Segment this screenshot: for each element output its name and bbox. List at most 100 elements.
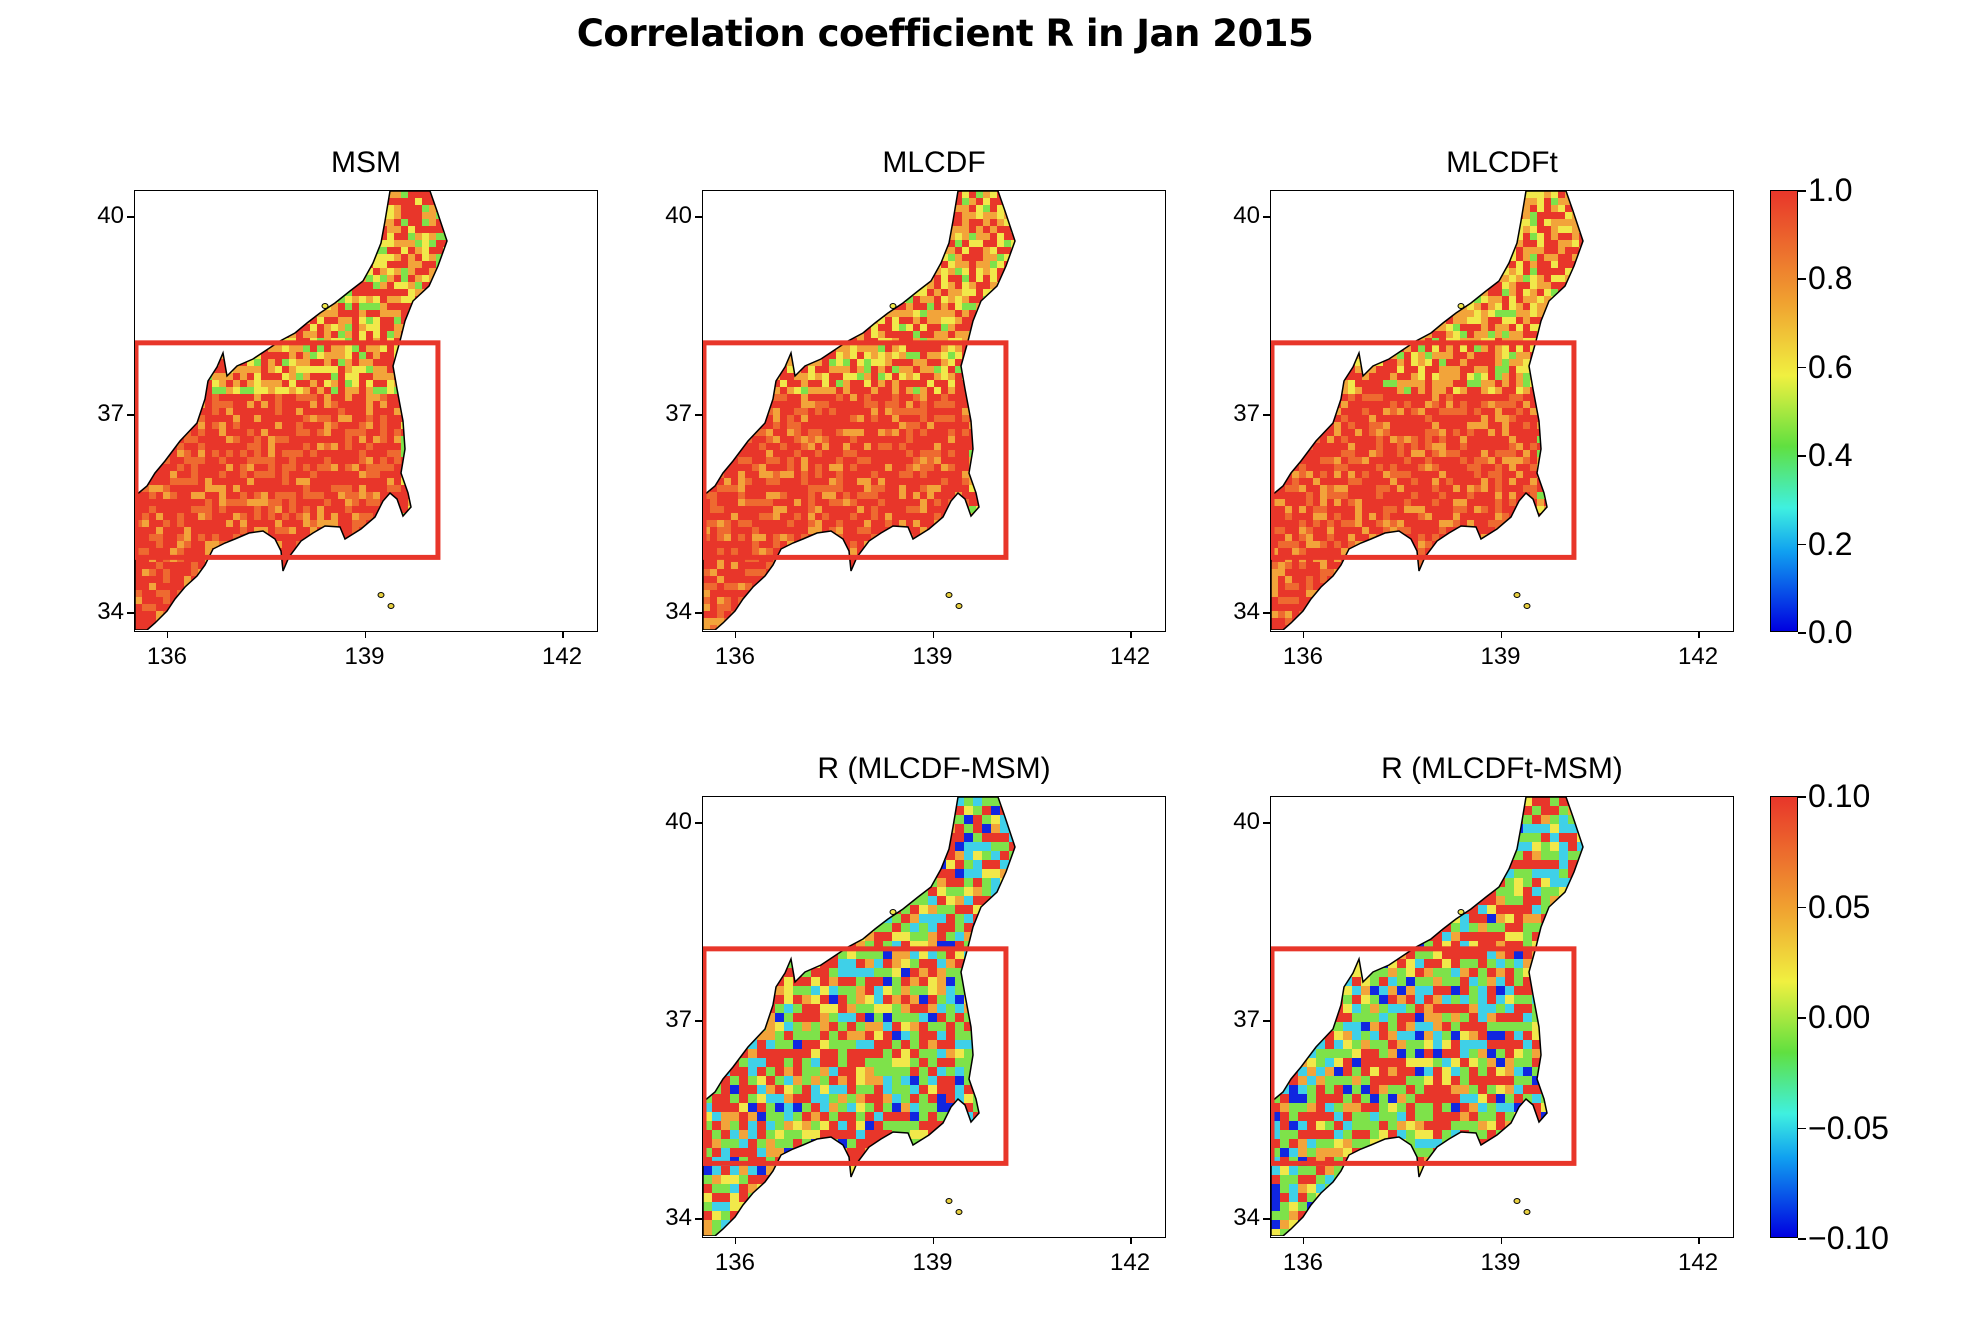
panel-title-r-mlcdft-msm: R (MLCDFt-MSM) bbox=[1381, 752, 1623, 785]
y-tick-label: 40 bbox=[665, 808, 692, 836]
y-tick-label: 34 bbox=[665, 1204, 692, 1232]
map-0 bbox=[135, 191, 448, 630]
colorbar-tick-mark bbox=[1798, 906, 1806, 908]
colorbar-tick-mark bbox=[1798, 632, 1806, 634]
y-tick-label: 34 bbox=[1233, 1204, 1260, 1232]
colorbar-tick-mark bbox=[1798, 1127, 1806, 1129]
x-tick-label: 142 bbox=[1678, 1249, 1719, 1276]
x-tick-label: 142 bbox=[542, 643, 583, 670]
y-tick-mark bbox=[695, 1218, 702, 1220]
x-tick-mark bbox=[1500, 631, 1502, 638]
y-tick-label: 37 bbox=[665, 1006, 692, 1034]
y-tick-label: 34 bbox=[97, 598, 124, 626]
y-tick-label: 37 bbox=[665, 400, 692, 428]
colorbar-tick-label: 0.05 bbox=[1808, 888, 1871, 925]
island bbox=[945, 1198, 953, 1204]
coastline bbox=[135, 191, 448, 630]
x-tick-mark bbox=[734, 1237, 737, 1244]
highlight-region-box bbox=[703, 946, 1009, 1166]
highlight-region-box bbox=[1271, 946, 1577, 1166]
x-tick-label: 136 bbox=[714, 1249, 755, 1276]
coastline bbox=[703, 191, 1016, 630]
island bbox=[1513, 592, 1521, 598]
island bbox=[377, 592, 385, 598]
coastline bbox=[703, 797, 1016, 1236]
island bbox=[889, 303, 897, 309]
colorbar-tick-mark bbox=[1798, 1238, 1806, 1240]
map-panel-mlcdft bbox=[1270, 190, 1734, 632]
coastline bbox=[1271, 797, 1584, 1236]
island bbox=[955, 1209, 963, 1215]
highlight-region-box bbox=[135, 340, 441, 560]
y-tick-label: 34 bbox=[665, 598, 692, 626]
y-tick-mark bbox=[127, 414, 134, 416]
x-tick-label: 136 bbox=[1282, 1249, 1323, 1276]
x-tick-mark bbox=[562, 631, 564, 638]
colorbar-tick-mark bbox=[1798, 796, 1806, 798]
y-tick-mark bbox=[127, 216, 134, 218]
island bbox=[387, 603, 395, 609]
y-tick-label: 40 bbox=[665, 202, 692, 230]
y-tick-mark bbox=[1263, 612, 1270, 614]
colorbar-tick-mark bbox=[1798, 1017, 1806, 1019]
y-tick-label: 37 bbox=[1233, 400, 1260, 428]
map-panel-msm bbox=[134, 190, 598, 632]
map-panel-mlcdf bbox=[702, 190, 1166, 632]
island bbox=[1457, 909, 1465, 915]
island bbox=[955, 603, 963, 609]
y-tick-mark bbox=[1263, 822, 1270, 824]
x-tick-mark bbox=[1302, 631, 1305, 638]
x-tick-label: 142 bbox=[1110, 1249, 1151, 1276]
y-tick-mark bbox=[1263, 1218, 1270, 1220]
x-tick-mark bbox=[1698, 631, 1700, 638]
page-title: Correlation coefficient R in Jan 2015 bbox=[576, 12, 1314, 55]
colorbar-tick-mark bbox=[1798, 543, 1806, 546]
island bbox=[945, 592, 953, 598]
colorbar-tick-label: 0.2 bbox=[1808, 525, 1853, 562]
colorbar-tick-label: −0.10 bbox=[1808, 1220, 1889, 1256]
colorbar-tick-mark bbox=[1798, 278, 1806, 280]
x-tick-label: 139 bbox=[912, 1249, 953, 1276]
colorbar-difference bbox=[1770, 796, 1798, 1238]
y-tick-mark bbox=[695, 822, 702, 824]
panel-title-r-mlcdf-msm: R (MLCDF-MSM) bbox=[817, 752, 1051, 785]
y-tick-mark bbox=[695, 414, 702, 416]
x-tick-label: 139 bbox=[344, 643, 385, 670]
island bbox=[1457, 303, 1465, 309]
map-2 bbox=[1271, 191, 1584, 630]
highlight-region-box bbox=[1271, 340, 1577, 560]
y-tick-label: 40 bbox=[97, 202, 124, 230]
island bbox=[321, 303, 329, 309]
colorbar-tick-label: 0.8 bbox=[1808, 260, 1853, 297]
colorbar-tick-label: 0.0 bbox=[1808, 614, 1853, 650]
panel-title-msm: MSM bbox=[331, 146, 401, 179]
x-tick-mark bbox=[734, 631, 737, 638]
map-4 bbox=[1271, 797, 1584, 1236]
colorbar-tick-label: 0.00 bbox=[1808, 999, 1871, 1035]
x-tick-mark bbox=[1130, 1237, 1132, 1244]
y-tick-mark bbox=[1263, 414, 1270, 416]
island bbox=[1523, 1209, 1531, 1215]
colorbar-tick-mark bbox=[1798, 190, 1806, 192]
colorbar-tick-label: 0.10 bbox=[1808, 778, 1871, 814]
y-tick-mark bbox=[695, 612, 702, 614]
y-tick-mark bbox=[127, 612, 134, 614]
x-tick-label: 139 bbox=[1480, 1249, 1521, 1276]
x-tick-mark bbox=[166, 631, 169, 638]
map-3 bbox=[703, 797, 1016, 1236]
colorbar-tick-label: 0.6 bbox=[1808, 348, 1853, 385]
y-tick-label: 37 bbox=[97, 400, 124, 428]
y-tick-mark bbox=[695, 1020, 702, 1022]
x-tick-mark bbox=[1130, 631, 1132, 638]
y-tick-label: 40 bbox=[1233, 202, 1260, 230]
x-tick-mark bbox=[1698, 1237, 1700, 1244]
x-tick-label: 136 bbox=[1282, 643, 1323, 670]
x-tick-mark bbox=[932, 1237, 934, 1244]
y-tick-label: 40 bbox=[1233, 808, 1260, 836]
panel-title-mlcdft: MLCDFt bbox=[1446, 146, 1558, 179]
y-tick-label: 34 bbox=[1233, 598, 1260, 626]
x-tick-label: 142 bbox=[1110, 643, 1151, 670]
map-1 bbox=[703, 191, 1016, 630]
colorbar-tick-label: 1.0 bbox=[1808, 172, 1853, 208]
x-tick-mark bbox=[1302, 1237, 1305, 1244]
